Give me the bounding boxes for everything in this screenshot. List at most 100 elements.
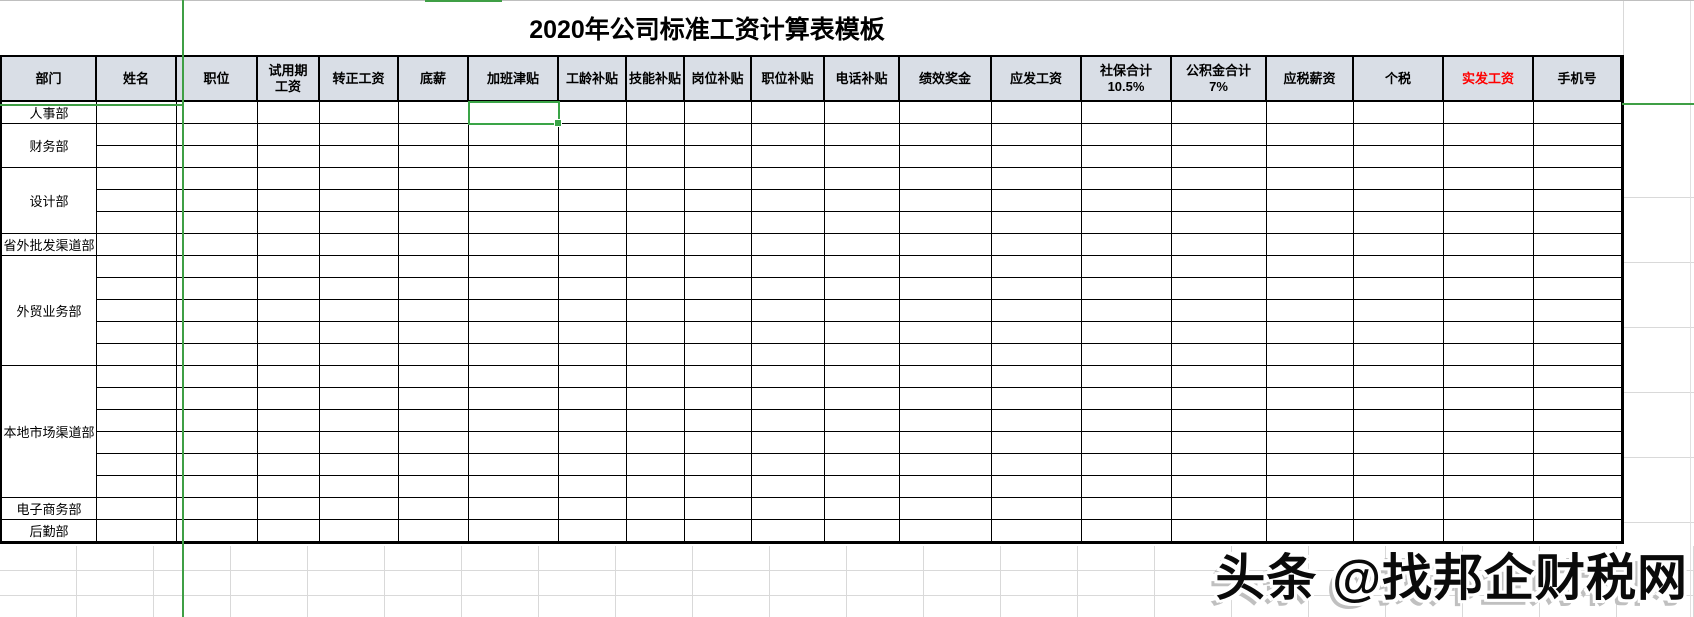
cell[interactable] (469, 366, 559, 388)
cell[interactable] (900, 388, 992, 410)
cell[interactable] (559, 344, 627, 366)
cell[interactable] (320, 366, 399, 388)
cell[interactable] (559, 410, 627, 432)
column-header[interactable]: 职位 (177, 57, 258, 102)
cell[interactable] (1444, 190, 1534, 212)
cell[interactable] (399, 234, 469, 256)
department-cell[interactable]: 后勤部 (2, 520, 97, 542)
cell[interactable] (97, 454, 177, 476)
cell[interactable] (399, 190, 469, 212)
cell[interactable] (1534, 454, 1622, 476)
cell[interactable] (1082, 498, 1172, 520)
cell[interactable] (177, 520, 258, 542)
cell[interactable] (97, 146, 177, 168)
cell[interactable] (1172, 190, 1267, 212)
cell[interactable] (97, 410, 177, 432)
cell[interactable] (627, 234, 685, 256)
cell[interactable] (992, 168, 1082, 190)
cell[interactable] (685, 102, 752, 124)
cell[interactable] (1444, 102, 1534, 124)
cell[interactable] (97, 124, 177, 146)
cell[interactable] (900, 124, 992, 146)
cell[interactable] (1534, 212, 1622, 234)
cell[interactable] (992, 102, 1082, 124)
cell[interactable] (559, 454, 627, 476)
cell[interactable] (258, 520, 320, 542)
cell[interactable] (1534, 366, 1622, 388)
cell[interactable] (1354, 146, 1444, 168)
cell[interactable] (97, 190, 177, 212)
cell[interactable] (1082, 168, 1172, 190)
cell[interactable] (1172, 212, 1267, 234)
cell[interactable] (1354, 366, 1444, 388)
selected-cell[interactable] (468, 101, 562, 127)
column-header[interactable]: 技能补贴 (627, 57, 685, 102)
cell[interactable] (992, 344, 1082, 366)
cell[interactable] (1354, 344, 1444, 366)
fill-handle[interactable] (554, 119, 562, 127)
cell[interactable] (992, 520, 1082, 542)
cell[interactable] (258, 344, 320, 366)
column-header[interactable]: 姓名 (97, 57, 177, 102)
department-cell[interactable]: 财务部 (2, 124, 97, 168)
cell[interactable] (1172, 476, 1267, 498)
cell[interactable] (469, 520, 559, 542)
cell[interactable] (177, 476, 258, 498)
cell[interactable] (559, 102, 627, 124)
cell[interactable] (627, 212, 685, 234)
cell[interactable] (1267, 102, 1354, 124)
cell[interactable] (1267, 168, 1354, 190)
cell[interactable] (1172, 124, 1267, 146)
cell[interactable] (752, 102, 825, 124)
cell[interactable] (1354, 278, 1444, 300)
cell[interactable] (320, 498, 399, 520)
cell[interactable] (1354, 520, 1444, 542)
cell[interactable] (559, 146, 627, 168)
cell[interactable] (1172, 498, 1267, 520)
cell[interactable] (320, 146, 399, 168)
cell[interactable] (1172, 366, 1267, 388)
cell[interactable] (627, 476, 685, 498)
cell[interactable] (469, 388, 559, 410)
cell[interactable] (177, 146, 258, 168)
cell[interactable] (177, 322, 258, 344)
cell[interactable] (752, 520, 825, 542)
cell[interactable] (559, 432, 627, 454)
cell[interactable] (1444, 410, 1534, 432)
cell[interactable] (752, 344, 825, 366)
cell[interactable] (559, 498, 627, 520)
cell[interactable] (469, 146, 559, 168)
cell[interactable] (992, 256, 1082, 278)
cell[interactable] (1082, 102, 1172, 124)
cell[interactable] (97, 476, 177, 498)
cell[interactable] (469, 278, 559, 300)
cell[interactable] (685, 300, 752, 322)
cell[interactable] (399, 124, 469, 146)
cell[interactable] (627, 146, 685, 168)
cell[interactable] (97, 388, 177, 410)
cell[interactable] (1534, 168, 1622, 190)
cell[interactable] (992, 410, 1082, 432)
cell[interactable] (1534, 498, 1622, 520)
cell[interactable] (1082, 190, 1172, 212)
cell[interactable] (627, 366, 685, 388)
cell[interactable] (399, 102, 469, 124)
cell[interactable] (320, 190, 399, 212)
cell[interactable] (1267, 366, 1354, 388)
cell[interactable] (1354, 190, 1444, 212)
cell[interactable] (1534, 102, 1622, 124)
cell[interactable] (320, 278, 399, 300)
cell[interactable] (258, 102, 320, 124)
cell[interactable] (825, 322, 900, 344)
cell[interactable] (469, 476, 559, 498)
cell[interactable] (825, 410, 900, 432)
cell[interactable] (559, 388, 627, 410)
cell[interactable] (685, 212, 752, 234)
cell[interactable] (1267, 454, 1354, 476)
cell[interactable] (1354, 432, 1444, 454)
cell[interactable] (320, 410, 399, 432)
cell[interactable] (1534, 190, 1622, 212)
cell[interactable] (320, 388, 399, 410)
cell[interactable] (1172, 146, 1267, 168)
cell[interactable] (1082, 388, 1172, 410)
